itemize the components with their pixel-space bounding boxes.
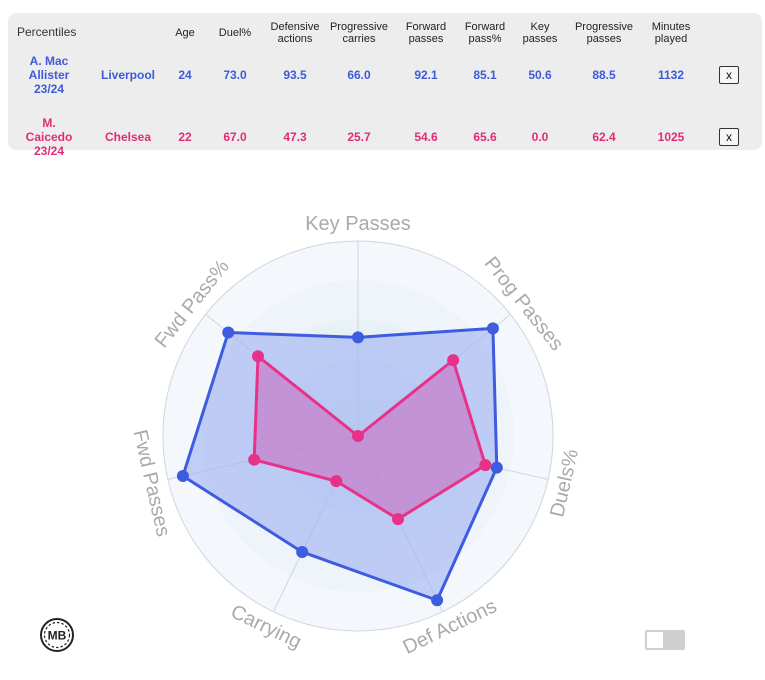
team-name: Liverpool (100, 68, 156, 82)
column-header-line: passes (408, 33, 444, 45)
stat-value: 47.3 (283, 130, 307, 144)
mb-logo-icon: MB (40, 618, 74, 652)
column-header[interactable]: Progressive passes (575, 21, 633, 45)
column-header[interactable]: Duel% (219, 27, 251, 39)
radar-series-area (252, 354, 487, 521)
stat-value: 62.4 (592, 130, 616, 144)
stat-value: 67.0 (223, 130, 247, 144)
player-name-line: A. Mac (29, 54, 69, 68)
stat-value: 73.0 (223, 68, 247, 82)
player-name-line: M. (42, 116, 56, 130)
view-toggle[interactable] (645, 630, 685, 650)
column-header-line: pass% (468, 33, 502, 45)
radar-data-point[interactable] (447, 354, 460, 367)
radar-data-point[interactable] (352, 331, 364, 344)
radar-data-point[interactable] (479, 459, 492, 472)
stat-value: 50.6 (528, 68, 552, 82)
percentiles-table: Percentiles Age Duel% Defensive actions Prog… (8, 13, 762, 158)
radar-data-point[interactable] (486, 322, 499, 335)
radar-data-point[interactable] (490, 461, 503, 474)
column-header[interactable]: Forward pass% (465, 21, 505, 45)
column-header-line: Duel% (218, 27, 252, 39)
column-header-line: Minutes (651, 21, 691, 33)
radar-data-point[interactable] (248, 453, 261, 466)
column-header-line: passes (522, 33, 558, 45)
logo-text: MB (48, 629, 67, 643)
radar-data-point[interactable] (222, 326, 235, 339)
column-header-line: Forward (464, 21, 506, 33)
column-header-line: Progressive (574, 21, 634, 33)
player-name: A. Mac Allister 23/24 (29, 54, 70, 96)
column-header-line: actions (277, 33, 313, 45)
column-header[interactable]: Defensive actions (271, 21, 320, 45)
player-name-line: Allister (28, 68, 70, 82)
stat-value: 92.1 (414, 68, 438, 82)
stat-value: 65.6 (473, 130, 497, 144)
column-header-line: Key (530, 21, 550, 33)
column-header-line: Age (175, 27, 195, 39)
toggle-knob (647, 632, 663, 648)
radar-axis-label: Key Passes (305, 213, 411, 235)
player-name-line: Caicedo (25, 130, 73, 144)
stat-value: 1025 (657, 130, 685, 144)
stat-value: 54.6 (414, 130, 438, 144)
radar-data-point[interactable] (176, 469, 189, 482)
column-header-line: Forward (405, 21, 447, 33)
stat-value: 93.5 (283, 68, 307, 82)
radar-data-point[interactable] (330, 475, 343, 488)
percentiles-label: Percentiles (17, 25, 77, 39)
radar-data-point[interactable] (352, 430, 364, 442)
remove-player-button[interactable]: x (719, 66, 739, 84)
radar-data-point[interactable] (296, 545, 309, 558)
player-name: M. Caicedo 23/24 (26, 116, 73, 158)
column-header[interactable]: Progressive carries (330, 21, 388, 45)
team-name: Chelsea (104, 130, 152, 144)
stat-value: 1132 (657, 68, 685, 82)
column-header-line: passes (586, 33, 622, 45)
radar-data-point[interactable] (431, 594, 444, 607)
radar-data-point[interactable] (392, 513, 405, 526)
stat-value: 0.0 (531, 130, 549, 144)
stat-value: 66.0 (347, 68, 371, 82)
column-header[interactable]: Key passes (523, 21, 558, 45)
column-header-line: played (654, 33, 688, 45)
stat-value: 24 (178, 68, 192, 82)
stat-value: 22 (178, 130, 192, 144)
stat-value: 88.5 (592, 68, 616, 82)
player-name-line: 23/24 (33, 82, 65, 96)
column-header-line: carries (342, 33, 376, 45)
column-header-line: Progressive (329, 21, 389, 33)
radar-data-point[interactable] (251, 350, 264, 363)
stat-value: 25.7 (347, 130, 371, 144)
column-header[interactable]: Forward passes (406, 21, 446, 45)
player-name-line: 23/24 (33, 144, 65, 158)
column-header[interactable]: Age (175, 27, 195, 39)
column-header[interactable]: Minutes played (652, 21, 691, 45)
remove-player-button[interactable]: x (719, 128, 739, 146)
stat-value: 85.1 (473, 68, 497, 82)
column-header-line: Defensive (270, 21, 320, 33)
